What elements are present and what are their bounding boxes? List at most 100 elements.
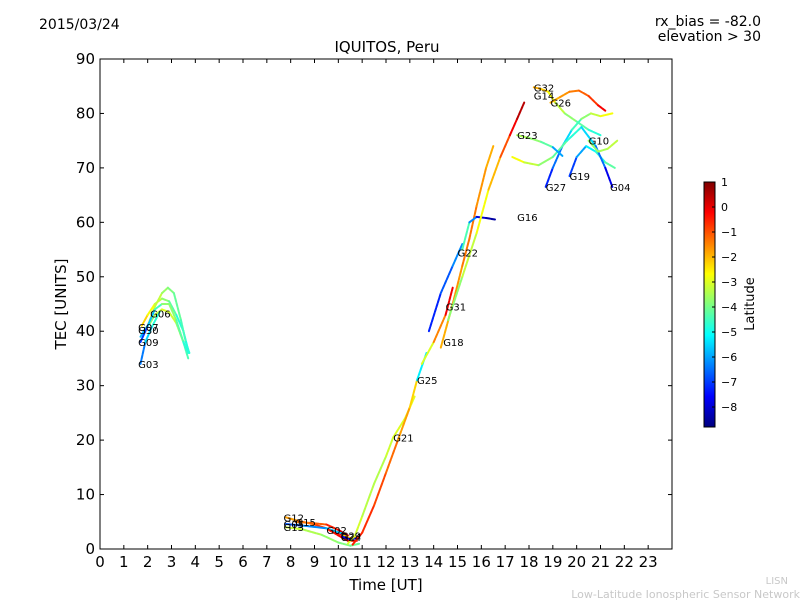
colorbar: [703, 181, 716, 428]
x-tick-label: 20: [567, 553, 586, 571]
trace-segment: [168, 311, 178, 325]
x-tick-label: 19: [543, 553, 562, 571]
prn-label-g05: G05: [284, 520, 304, 531]
trace-segment: [149, 313, 156, 325]
trace-segment: [585, 145, 597, 153]
y-tick-label: 90: [76, 50, 95, 68]
trace-segment: [327, 528, 340, 537]
prn-label-g21: G21: [393, 433, 413, 444]
colorbar-tick-label: −2: [721, 251, 737, 264]
x-tick-label: 5: [214, 553, 224, 571]
prn-label-g29: G29: [341, 531, 361, 542]
colorbar-tick-label: −4: [721, 301, 737, 314]
trace-segment: [461, 232, 478, 278]
trace-segment: [508, 117, 519, 137]
trace-segment: [427, 292, 442, 333]
trace-segment: [385, 436, 395, 458]
trace-segment: [590, 112, 602, 118]
series-g13: [284, 526, 361, 547]
trace-segment: [146, 303, 156, 316]
trace-segment: [559, 90, 571, 99]
x-tick-label: 18: [519, 553, 538, 571]
y-tick-label: 60: [76, 213, 95, 231]
prn-label-g26: G26: [551, 99, 571, 110]
trace-segment: [461, 237, 471, 267]
trace-segment: [544, 166, 554, 188]
series-g14: [447, 101, 526, 322]
series-layer: [139, 86, 619, 547]
colorbar-tick-label: −1: [721, 226, 737, 239]
prn-label-g25: G25: [417, 376, 437, 387]
series-g31: [427, 243, 464, 333]
trace-segment: [168, 300, 178, 316]
prn-label-g12: G12: [284, 513, 304, 524]
prn-label-g14: G14: [534, 92, 554, 103]
trace-segment: [175, 319, 185, 344]
trace-segment: [475, 188, 490, 235]
trace-segment: [580, 112, 592, 120]
elevation-label: elevation > 30: [657, 29, 761, 45]
trace-segment: [485, 217, 497, 221]
trace-segment: [144, 324, 154, 344]
trace-segment: [180, 319, 187, 344]
trace-segment: [468, 215, 478, 224]
trace-segment: [568, 156, 578, 178]
trace-segment: [166, 286, 175, 295]
trace-segment: [551, 146, 564, 157]
prn-label-g31: G31: [446, 303, 466, 314]
prn-label-g03: G03: [138, 360, 158, 371]
trace-segment: [532, 86, 542, 90]
trace-segment: [587, 139, 600, 153]
trace-segment: [140, 313, 149, 327]
trace-segment: [349, 542, 361, 547]
prn-label-g19: G19: [570, 172, 590, 183]
trace-segment: [351, 531, 364, 546]
colorbar-tick-label: −8: [721, 401, 737, 414]
trace-segment: [451, 243, 464, 267]
trace-segment: [487, 156, 502, 191]
trace-segment: [554, 101, 566, 115]
series-g23: [516, 134, 564, 157]
x-tick-label: 23: [639, 553, 658, 571]
prn-label-g10: G10: [589, 137, 609, 148]
trace-segment: [523, 161, 540, 167]
colorbar-ticks: 1 0 −1 −2 −3 −4 −5 −6 −7 −8: [712, 176, 737, 414]
prn-label-g02: G02: [326, 526, 346, 537]
trace-segment: [354, 515, 364, 537]
x-axis-ticks: 0 1 2 3 4 5 6 7 8 9 10 11 12 13 14 15 16 17 18 19 20 21 22 23: [95, 59, 658, 571]
trace-segment: [139, 327, 147, 338]
series-g26: [549, 89, 607, 112]
x-axis-label: Time [UT]: [348, 576, 422, 594]
colorbar-tick-label: −6: [721, 351, 737, 364]
date-label: 2015/03/24: [39, 17, 120, 33]
trace-segment: [337, 528, 349, 537]
y-tick-label: 10: [76, 486, 95, 504]
prn-label-g32: G32: [534, 83, 554, 94]
trace-segment: [308, 521, 328, 526]
rx-bias-label: rx_bias = -82.0: [654, 14, 761, 30]
prn-label-g18: G18: [443, 338, 463, 349]
trace-segment: [447, 275, 464, 322]
trace-segment: [153, 292, 163, 308]
trace-segment: [575, 145, 588, 158]
x-tick-label: 15: [448, 553, 467, 571]
trace-segment: [284, 523, 304, 527]
y-axis-label: TEC [UNITS]: [52, 259, 70, 351]
trace-segment: [361, 482, 376, 518]
trace-segment: [604, 161, 616, 169]
trace-segment: [284, 526, 304, 531]
prn-label-g16: G16: [517, 213, 537, 224]
x-tick-label: 14: [424, 553, 443, 571]
trace-segment: [139, 324, 149, 344]
x-tick-label: 12: [376, 553, 395, 571]
trace-segment: [301, 528, 323, 536]
y-tick-label: 0: [85, 540, 95, 558]
colorbar-tick-label: 1: [721, 176, 728, 189]
prn-label-g06: G06: [150, 309, 170, 320]
trace-segment: [606, 139, 619, 150]
trace-segment: [475, 166, 488, 207]
y-tick-label: 30: [76, 377, 95, 395]
x-tick-label: 16: [472, 553, 491, 571]
trace-segment: [301, 524, 328, 530]
